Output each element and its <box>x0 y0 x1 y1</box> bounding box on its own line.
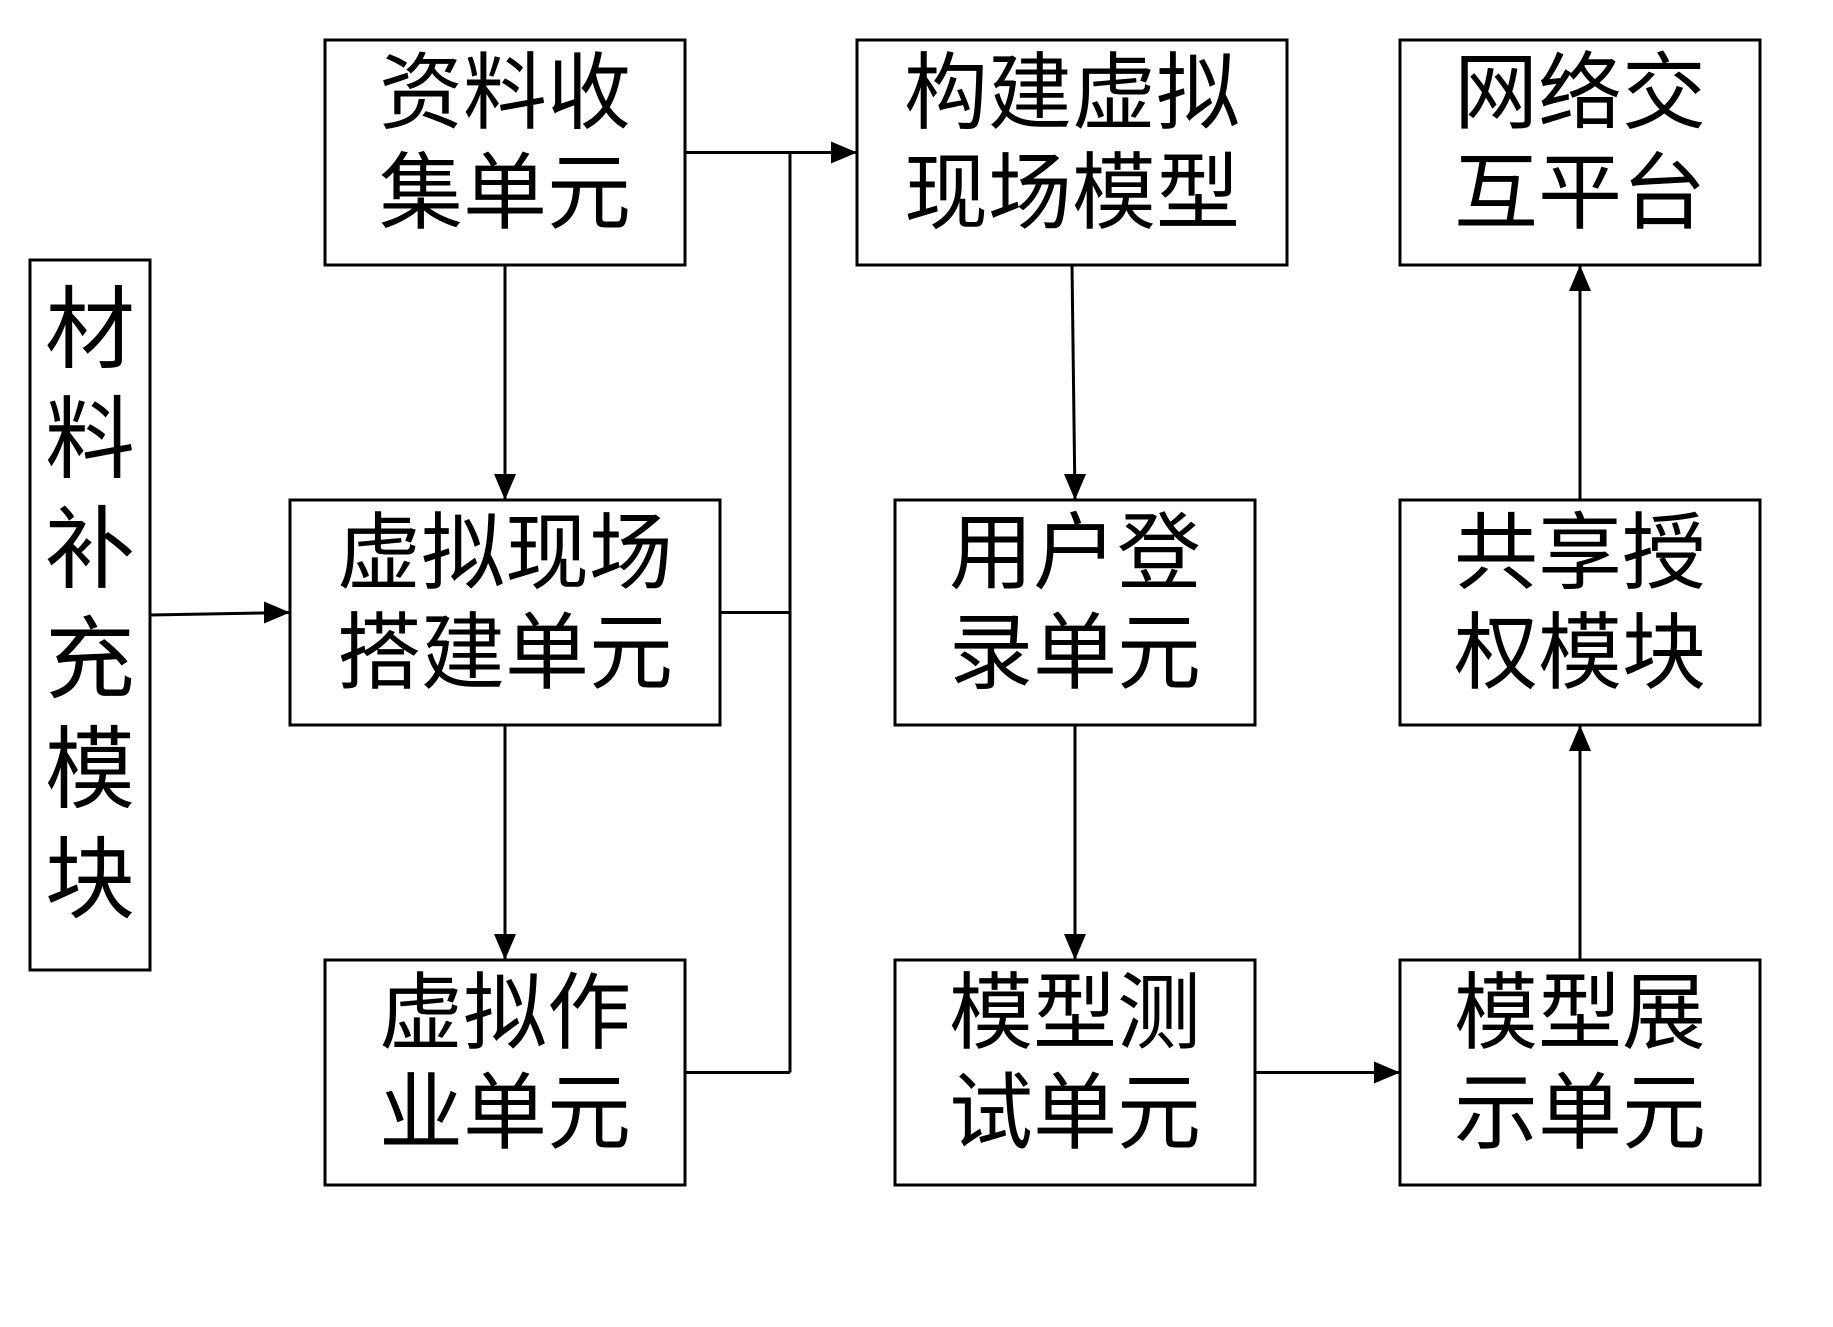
node-label-line: 补 <box>45 502 135 601</box>
node-label-line: 虚拟作 <box>379 968 631 1061</box>
node-label-line: 充 <box>45 612 135 711</box>
node-n4: 虚拟作业单元 <box>325 960 685 1185</box>
node-n3: 虚拟现场搭建单元 <box>290 500 720 725</box>
node-n9: 共享授权模块 <box>1400 500 1760 725</box>
node-label-line: 共享授 <box>1454 508 1706 601</box>
node-label-line: 模型测 <box>949 968 1201 1061</box>
node-label-line: 权模块 <box>1454 608 1706 701</box>
node-label-line: 资料收 <box>379 48 631 141</box>
node-label-line: 现场模型 <box>904 148 1240 241</box>
arrow-head <box>1374 1062 1400 1084</box>
node-n7: 模型测试单元 <box>895 960 1255 1185</box>
node-label-line: 集单元 <box>379 148 631 241</box>
edge-n5-n6 <box>1072 265 1075 500</box>
arrow-head <box>831 142 857 164</box>
node-n2: 资料收集单元 <box>325 40 685 265</box>
arrow-head <box>1569 725 1591 751</box>
node-label-line: 试单元 <box>949 1068 1201 1161</box>
flowchart-canvas: 材料补充模块资料收集单元虚拟现场搭建单元虚拟作业单元构建虚拟现场模型用户登录单元… <box>0 0 1833 1327</box>
node-label-line: 网络交 <box>1454 48 1706 141</box>
node-label-line: 示单元 <box>1454 1068 1706 1161</box>
node-label-line: 搭建单元 <box>337 608 673 701</box>
arrow-head <box>1064 934 1086 960</box>
node-label-line: 互平台 <box>1454 148 1706 241</box>
node-n10: 网络交互平台 <box>1400 40 1760 265</box>
node-label-line: 模型展 <box>1454 968 1706 1061</box>
node-label-line: 录单元 <box>949 608 1201 701</box>
node-label-line: 模 <box>45 722 135 821</box>
node-n5: 构建虚拟现场模型 <box>857 40 1287 265</box>
arrow-head <box>494 474 516 500</box>
node-n6: 用户登录单元 <box>895 500 1255 725</box>
node-n1: 材料补充模块 <box>30 260 150 970</box>
arrow-head <box>494 934 516 960</box>
node-label-line: 料 <box>45 392 135 491</box>
node-label-line: 块 <box>45 832 135 931</box>
node-label-line: 构建虚拟 <box>904 48 1240 141</box>
node-label-line: 虚拟现场 <box>337 508 673 601</box>
arrow-head <box>1569 265 1591 291</box>
node-label-line: 用户登 <box>949 508 1201 601</box>
node-n8: 模型展示单元 <box>1400 960 1760 1185</box>
node-label-line: 业单元 <box>379 1068 631 1161</box>
arrow-head <box>264 602 290 624</box>
arrow-head <box>1064 474 1086 500</box>
node-label-line: 材 <box>45 282 135 381</box>
